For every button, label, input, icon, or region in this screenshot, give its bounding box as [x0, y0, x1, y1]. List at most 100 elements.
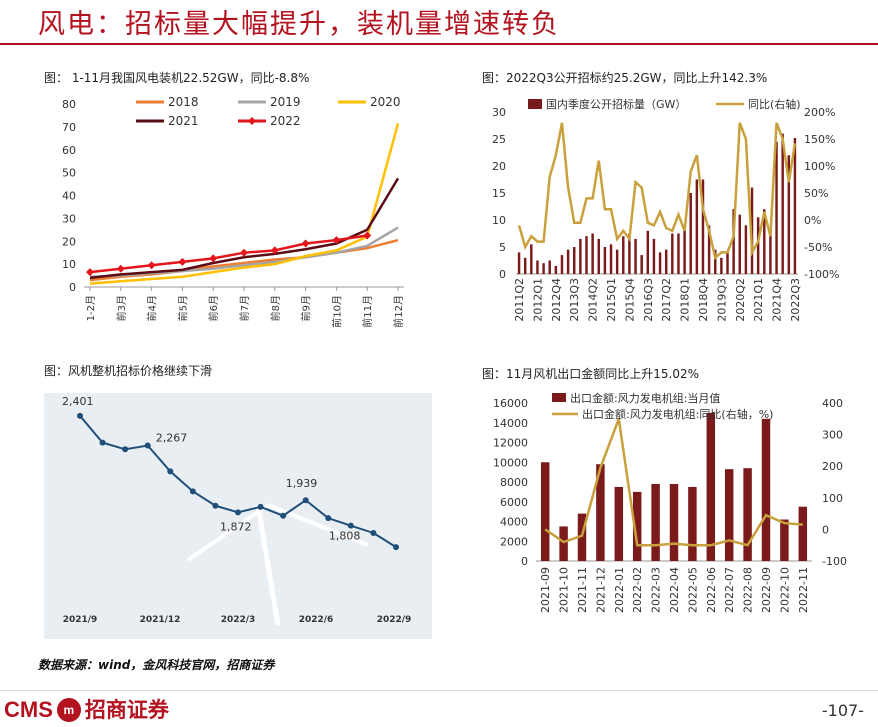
x-tick-label: 2021-09: [539, 567, 552, 613]
data-point: [270, 246, 279, 255]
chart2-title: 图：2022Q3公开招标约25.2GW，同比上升142.3%: [482, 71, 768, 85]
bar: [724, 469, 734, 561]
bar: [559, 526, 568, 561]
bar: [615, 249, 619, 274]
legend-swatch: [552, 393, 566, 402]
y2-tick-label: -100%: [804, 268, 839, 281]
data-label: 1,808: [329, 530, 361, 543]
x-tick-label: 2012Q1: [531, 278, 544, 322]
bar: [775, 141, 778, 274]
bar: [689, 193, 692, 274]
y-tick-label: 60: [62, 144, 76, 157]
x-tick-label: 2022-03: [650, 567, 663, 613]
page-title: 风电：招标量大幅提升，装机量增速转负: [38, 9, 560, 40]
bar: [652, 238, 656, 274]
y-tick-label: 40: [62, 190, 76, 203]
x-tick-label: 2015Q4: [623, 278, 636, 322]
legend-label: 同比(右轴): [748, 97, 801, 111]
bar: [793, 137, 797, 274]
x-tick-label: 前9月: [300, 295, 313, 321]
bar: [596, 464, 605, 561]
panel-prices: 图：风机整机招标价格继续下滑 2,401 2,267 1,872 1,939 1,808…: [38, 355, 438, 645]
bar: [577, 513, 587, 561]
y-tick-label: 25: [492, 133, 506, 146]
series-line-2022: [89, 234, 368, 274]
bar: [523, 257, 527, 274]
x-tick-label: 2011Q2: [513, 278, 526, 322]
bar: [688, 486, 697, 561]
bar: [738, 214, 741, 274]
bar: [640, 255, 643, 274]
x-tick-label: 2021/12: [140, 615, 181, 625]
price-line-chart: 2,401 2,267 1,872 1,939 1,808 2021/9 2021/12 20…: [44, 393, 432, 639]
data-label: 2,267: [156, 432, 188, 445]
legend-label: 2018: [168, 95, 199, 109]
x-tick-label: 2022/3: [221, 615, 256, 625]
x-tick-label: 2018Q1: [679, 278, 692, 322]
data-point: [325, 515, 332, 522]
bar: [603, 247, 607, 274]
legend-marker: [248, 117, 256, 125]
y-tick-label: 4000: [500, 516, 528, 529]
logo-cn: 招商证券: [84, 698, 169, 722]
bar: [671, 233, 674, 274]
y-tick-label: 30: [492, 106, 506, 119]
series-line-2020: [89, 123, 400, 285]
x-tick-label: 2022-01: [613, 567, 626, 613]
y2-tick-label: 400: [822, 397, 843, 410]
legend-label: 出口金额:风力发电机组:同比(右轴，%): [582, 407, 773, 421]
x-tick-label: 2021-12: [594, 567, 607, 613]
data-point: [347, 522, 354, 529]
bar: [706, 412, 716, 561]
y2-tick-label: 150%: [804, 133, 835, 146]
bar: [669, 483, 679, 561]
bar: [542, 263, 545, 274]
data-source: 数据来源：wind，金风科技官网，招商证券: [38, 658, 275, 672]
data-point: [144, 442, 151, 449]
legend-label: 出口金额:风力发电机组:当月值: [570, 391, 720, 405]
footer-rule: [0, 690, 878, 691]
x-tick-label: 前5月: [176, 295, 189, 321]
bar: [579, 238, 582, 274]
y2-tick-label: 100%: [804, 160, 835, 173]
y-tick-label: 20: [62, 235, 76, 248]
bar: [628, 233, 631, 274]
x-tick-label: 2022-04: [668, 567, 681, 613]
legend-label: 2020: [370, 95, 401, 109]
data-point: [167, 468, 174, 475]
bar: [714, 249, 717, 274]
y-tick-label: 0: [69, 281, 76, 294]
chart1-title: 图： 1-11月我国风电装机22.52GW，同比-8.8%: [44, 71, 310, 85]
data-point: [122, 446, 129, 453]
turbine-blade-shape: [267, 503, 369, 547]
bar: [787, 155, 791, 274]
data-point: [209, 254, 218, 263]
x-tick-label: 2022-10: [778, 567, 791, 613]
x-tick-label: 2014Q2: [587, 278, 600, 322]
panel-tenders: 图：2022Q3公开招标约25.2GW，同比上升142.3% 0 5 10 15 20 2…: [476, 62, 876, 347]
y-tick-label: 10: [492, 214, 506, 227]
bar: [781, 133, 784, 274]
data-label: 1,939: [286, 477, 318, 490]
data-point: [257, 503, 264, 510]
y2-tick-label: 300: [822, 429, 843, 442]
bar: [763, 209, 766, 274]
y2-tick-label: -50%: [804, 241, 832, 254]
y-tick-label: 12000: [493, 437, 528, 450]
title-rule: [0, 43, 878, 45]
data-point: [301, 239, 310, 248]
x-tick-label: 前4月: [146, 295, 159, 321]
x-tick-label: 2022Q3: [789, 278, 802, 322]
bar: [701, 179, 705, 274]
y-tick-label: 0: [499, 268, 506, 281]
bar: [573, 247, 576, 274]
bar: [732, 209, 735, 274]
bar: [614, 486, 624, 561]
x-tick-label: 2019Q3: [715, 278, 728, 322]
bar: [761, 418, 771, 561]
bar: [756, 217, 760, 274]
panel-exports: 图：11月风机出口金额同比上升15.02% 0 2000 4000 6000 8000 1…: [476, 355, 876, 645]
x-tick-label: 前10月: [330, 295, 343, 328]
x-tick-label: 2018Q4: [697, 278, 710, 322]
x-tick-label: 2016Q3: [642, 278, 655, 322]
